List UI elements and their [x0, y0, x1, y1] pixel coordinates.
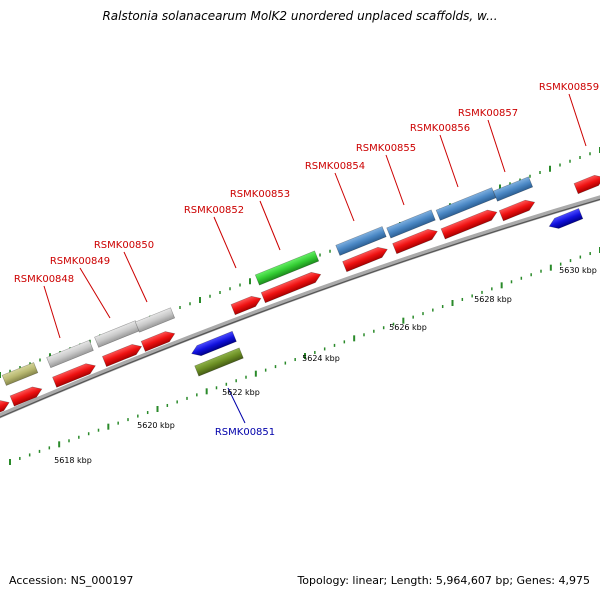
- gene-red-shape: [260, 271, 322, 304]
- gene-label-rsmk00853: RSMK00853: [230, 189, 290, 200]
- gene-red: [573, 174, 600, 195]
- topology-summary: Topology: linear; Length: 5,964,607 bp; …: [297, 574, 590, 587]
- scale-label: 5622 kbp: [222, 388, 260, 397]
- gene-steelblue-shape: [335, 226, 387, 256]
- gene-label-rsmk00848: RSMK00848: [14, 274, 74, 285]
- gene-red-shape: [342, 246, 388, 273]
- gene-red-shape: [573, 174, 600, 195]
- gene-label-rsmk00851: RSMK00851: [215, 427, 275, 438]
- gene-grey-shape: [46, 339, 94, 369]
- gene-green-shape: [254, 250, 320, 286]
- gene-grey-shape: [94, 320, 140, 348]
- gene-label-rsmk00849: RSMK00849: [50, 256, 110, 267]
- sequence-backbone: [0, 195, 600, 419]
- gene-red: [440, 209, 498, 240]
- gene-label-rsmk00857: RSMK00857: [458, 108, 518, 119]
- gene-grey: [134, 307, 176, 333]
- gene-red-shape: [498, 199, 536, 222]
- gene-red: [140, 331, 176, 352]
- gene-red-shape: [140, 331, 176, 352]
- scale-label: 5618 kbp: [54, 456, 92, 465]
- gene-green: [254, 250, 320, 286]
- gene-blue-shape: [191, 330, 237, 357]
- gene-red: [342, 246, 388, 273]
- gene-olive: [194, 347, 244, 377]
- gene-blue-shape: [548, 208, 584, 229]
- backbone-shadow: [0, 198, 600, 418]
- gene-label-rsmk00856: RSMK00856: [410, 123, 470, 134]
- leader-line: [439, 134, 459, 188]
- accession-text: Accession: NS_000197: [9, 574, 134, 587]
- gene-grey-shape: [134, 307, 176, 333]
- gene-label-rsmk00852: RSMK00852: [184, 205, 244, 216]
- map-title: Ralstonia solanacearum MolK2 unordered u…: [102, 9, 498, 23]
- leader-line: [43, 285, 61, 339]
- leader-line: [334, 172, 355, 222]
- gene-steelblue-shape: [386, 209, 436, 239]
- gene-khaki-shape: [1, 362, 39, 386]
- gene-steelblue: [335, 226, 387, 256]
- gene-red: [260, 271, 322, 304]
- gene-red-shape: [440, 209, 498, 240]
- scale-label: 5630 kbp: [559, 266, 597, 275]
- gene-labels: RSMK00848 RSMK00849 RSMK00850 RSMK00851 RSMK…: [14, 82, 599, 438]
- leader-line: [385, 154, 405, 206]
- gene-label-rsmk00854: RSMK00854: [305, 161, 365, 172]
- gene-red: [102, 344, 143, 367]
- gene-blue: [548, 208, 584, 229]
- gene-red: [230, 295, 262, 316]
- gene-red-shape: [392, 228, 438, 255]
- gene-steelblue: [435, 187, 497, 221]
- gene-grey: [46, 339, 94, 369]
- gene-features: [0, 174, 600, 417]
- gene-steelblue: [386, 209, 436, 239]
- gene-label-rsmk00859: RSMK00859: [539, 82, 599, 93]
- leader-line: [213, 216, 237, 269]
- gene-red-shape: [0, 400, 10, 417]
- scale-label: 5628 kbp: [474, 295, 512, 304]
- gene-red: [0, 400, 10, 417]
- scale-label: 5620 kbp: [137, 421, 175, 430]
- label-leader-lines: [43, 93, 587, 424]
- scale-labels: 5618 kbp 5620 kbp 5622 kbp 5624 kbp 5626 kbp…: [54, 266, 597, 465]
- gene-olive-shape: [194, 347, 244, 377]
- gene-khaki: [1, 362, 39, 386]
- scale-label: 5624 kbp: [302, 354, 340, 363]
- leader-line: [487, 119, 506, 173]
- gene-grey: [94, 320, 140, 348]
- leader-line: [568, 93, 587, 147]
- leader-line: [227, 387, 246, 424]
- scale-label: 5626 kbp: [389, 323, 427, 332]
- gene-red-shape: [9, 386, 43, 407]
- gene-label-rsmk00850: RSMK00850: [94, 240, 154, 251]
- gene-red-shape: [230, 295, 262, 316]
- gene-steelblue-shape: [435, 187, 497, 221]
- gene-steelblue: [492, 176, 534, 202]
- backbone-line: [0, 195, 600, 419]
- gene-blue: [191, 330, 237, 357]
- leader-line: [123, 251, 148, 303]
- gene-steelblue-shape: [492, 176, 534, 202]
- leader-line: [259, 200, 281, 251]
- gene-red: [9, 386, 43, 407]
- gene-red: [498, 199, 536, 222]
- gene-red: [392, 228, 438, 255]
- gene-red: [52, 363, 96, 388]
- leader-line: [79, 267, 111, 319]
- gene-label-rsmk00855: RSMK00855: [356, 143, 416, 154]
- gene-red-shape: [102, 344, 143, 367]
- gene-red-shape: [52, 363, 96, 388]
